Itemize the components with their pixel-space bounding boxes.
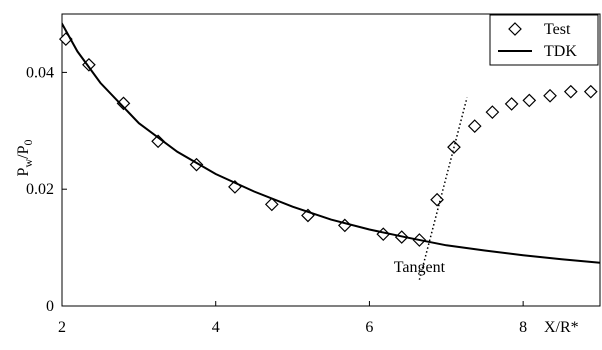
y-axis-label-part: 0 [21,140,35,146]
legend-label: TDK [544,43,577,60]
test-point [504,97,519,111]
test-point [485,105,500,119]
tangent-label: Tangent [394,259,446,276]
legend-box [489,14,599,66]
test-point [522,93,537,108]
y-axis-label-part: /P [15,145,32,158]
y-tick-label: 0 [46,298,54,315]
plot-frame [61,13,601,307]
test-point [583,84,598,99]
test-point [430,192,444,207]
y-tick-label: 0.02 [26,181,54,198]
test-point [116,96,131,111]
annotations: Tangent [394,97,468,280]
x-tick-label: 2 [58,319,66,336]
tdk-curve [62,21,600,264]
test-point [543,88,557,103]
plot-area [58,21,600,264]
legend: Test TDK [489,14,599,66]
legend-label: Test [544,21,571,38]
y-tick-label: 0.04 [26,64,54,81]
legend-swatch-test [508,22,522,36]
y-axis-label: Pw/P0 [15,140,35,177]
x-tick-label: 8 [519,319,527,336]
x-tick-label: 4 [212,319,220,336]
test-point [563,84,578,99]
y-axis-label-part: w [21,159,35,168]
x-tick-label: 6 [365,319,373,336]
x-axis-label: X/R* [544,319,579,336]
test-point [467,119,482,133]
tangent-line [418,97,468,280]
axes: 2 4 6 800.020.04X/R*Pw/P0 [15,13,601,336]
test-point [264,197,279,212]
y-axis-label-part: P [15,167,32,176]
